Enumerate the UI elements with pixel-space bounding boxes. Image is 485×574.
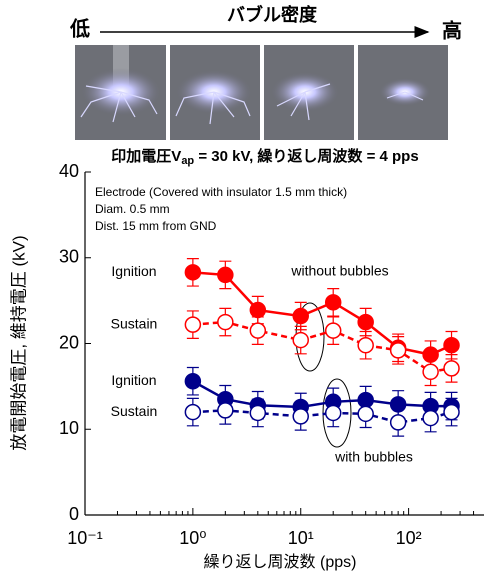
point [444, 405, 459, 420]
series-line [193, 322, 452, 372]
y-axis-label: 放電開始電圧, 維持電圧 (kV) [9, 235, 28, 450]
point [218, 315, 233, 330]
point [444, 338, 459, 353]
y-tick-label: 20 [59, 332, 79, 352]
point [444, 361, 459, 376]
y-tick-label: 10 [59, 418, 79, 438]
x-tick-label: 10¹ [288, 528, 314, 548]
x-tick-label: 10⁻¹ [67, 528, 103, 548]
point [423, 411, 438, 426]
point [185, 317, 200, 332]
subtitle: 印加電圧Vap = 30 kV, 繰り返し周波数 = 4 pps [111, 147, 418, 167]
series-line [193, 272, 452, 354]
point [423, 364, 438, 379]
point [326, 405, 341, 420]
point [326, 323, 341, 338]
series-label: Ignition [111, 263, 156, 279]
subtitle-rest: = 30 kV, 繰り返し周波数 = 4 pps [194, 147, 419, 165]
point [250, 323, 265, 338]
subtitle-sub: ap [181, 155, 194, 167]
point [358, 338, 373, 353]
series-label: Ignition [111, 372, 156, 388]
point [250, 303, 265, 318]
series-label: Sustain [111, 315, 158, 331]
note: Diam. 0.5 mm [95, 202, 170, 216]
point [358, 406, 373, 421]
x-tick-label: 10⁰ [179, 528, 206, 548]
x-tick-label: 10² [396, 528, 422, 548]
point [326, 295, 341, 310]
point [185, 374, 200, 389]
point [293, 333, 308, 348]
subtitle-main: 印加電圧V [111, 147, 181, 165]
series-label: Sustain [111, 403, 158, 419]
figure: 低 バブル密度 高 印加電圧Vap = 30 kV, 繰り返し周波数 = 4 p… [0, 0, 485, 574]
point [293, 309, 308, 324]
group-label: without bubbles [290, 263, 388, 279]
point [250, 405, 265, 420]
note: Electrode (Covered with insulator 1.5 mm… [95, 185, 347, 199]
point [218, 267, 233, 282]
point [293, 409, 308, 424]
y-tick-label: 40 [59, 161, 79, 181]
note: Dist. 15 mm from GND [95, 219, 217, 233]
high-label: 高 [442, 18, 462, 42]
point [391, 415, 406, 430]
point [185, 265, 200, 280]
point [218, 403, 233, 418]
y-tick-label: 0 [69, 504, 79, 524]
point [358, 315, 373, 330]
point [391, 343, 406, 358]
group-label: with bubbles [334, 449, 413, 465]
point [185, 405, 200, 420]
y-tick-label: 30 [59, 247, 79, 267]
x-axis-label: 繰り返し周波数 (pps) [204, 553, 357, 571]
density-label: バブル密度 [227, 4, 318, 25]
photos [75, 45, 448, 140]
low-label: 低 [69, 16, 90, 40]
